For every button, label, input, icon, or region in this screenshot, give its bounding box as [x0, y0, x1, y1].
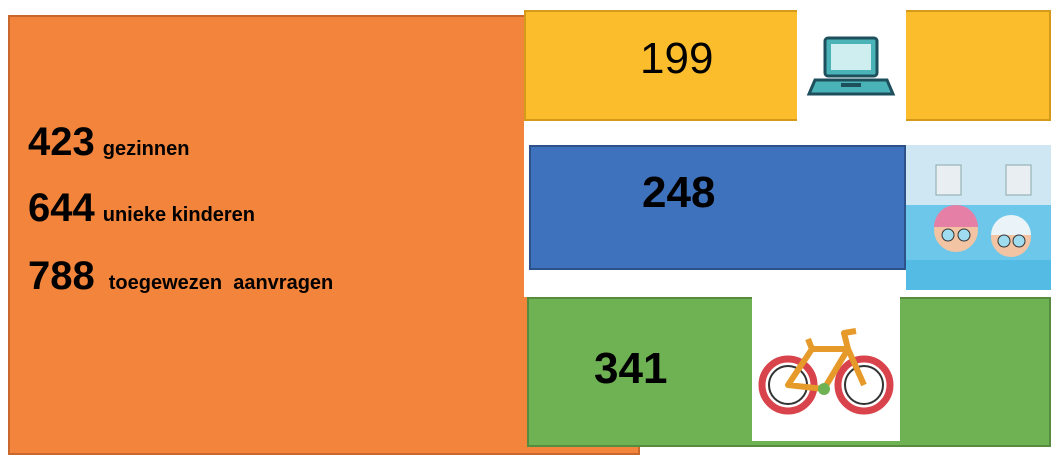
stat-row: 644 unieke kinderen: [28, 186, 255, 231]
tile: [524, 10, 1051, 121]
tile-number: 341: [594, 344, 667, 394]
tile: [529, 145, 906, 270]
tile-number: 199: [640, 34, 713, 84]
stat-label: toegewezen aanvragen: [109, 272, 334, 294]
stat-number: 423: [28, 120, 95, 164]
stat-row: 788 toegewezen aanvragen: [28, 254, 333, 299]
stat-number: 788: [28, 254, 95, 298]
bicycle-icon: [752, 297, 900, 441]
laptop-icon: [797, 10, 906, 121]
tile-number: 248: [642, 168, 715, 218]
stat-row: 423 gezinnen: [28, 120, 189, 165]
stat-label: unieke kinderen: [103, 204, 255, 226]
page: 423 gezinnen 644 unieke kinderen 788 toegew…: [0, 0, 1051, 441]
stat-label: gezinnen: [103, 138, 190, 160]
swimming-icon: [906, 145, 1051, 290]
stat-number: 644: [28, 186, 95, 230]
